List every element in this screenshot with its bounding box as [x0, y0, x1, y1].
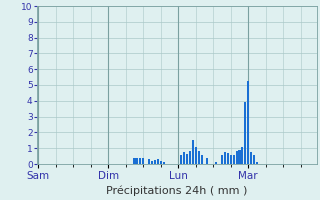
Bar	[157, 159, 159, 164]
Bar	[133, 158, 136, 164]
Bar	[180, 155, 182, 164]
Bar	[244, 102, 246, 164]
Bar	[160, 161, 162, 164]
Bar	[247, 81, 249, 164]
Bar	[253, 155, 255, 164]
Bar	[215, 162, 217, 164]
Bar	[238, 150, 241, 164]
Bar	[206, 158, 208, 164]
Bar	[148, 159, 150, 164]
Bar	[241, 147, 244, 164]
Bar	[154, 160, 156, 164]
Bar	[201, 155, 203, 164]
Bar	[183, 152, 185, 164]
Bar	[195, 147, 197, 164]
Bar	[192, 140, 194, 164]
Bar	[256, 162, 258, 164]
Bar	[250, 152, 252, 164]
X-axis label: Précipitations 24h ( mm ): Précipitations 24h ( mm )	[106, 185, 247, 196]
Bar	[227, 153, 229, 164]
Bar	[139, 158, 141, 164]
Bar	[230, 155, 232, 164]
Bar	[189, 151, 191, 164]
Bar	[163, 162, 165, 164]
Bar	[151, 161, 153, 164]
Bar	[224, 152, 226, 164]
Bar	[136, 158, 139, 164]
Bar	[221, 155, 223, 164]
Bar	[233, 155, 235, 164]
Bar	[186, 154, 188, 164]
Bar	[142, 158, 144, 164]
Bar	[236, 151, 238, 164]
Bar	[198, 151, 200, 164]
